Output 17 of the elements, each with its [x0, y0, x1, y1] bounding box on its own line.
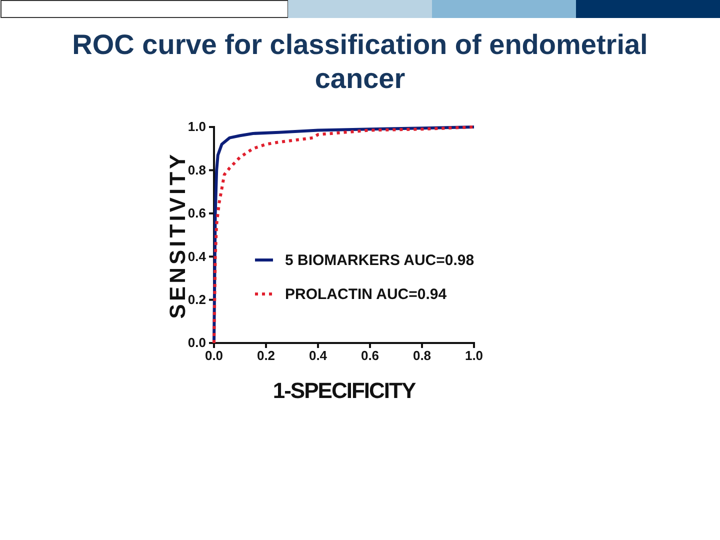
y-axis-title: SENSITIVITY: [165, 151, 190, 319]
x-tick-label: 0.6: [360, 348, 380, 364]
x-tick-label: 0.0: [204, 348, 224, 364]
x-tick-label: 1.0: [464, 348, 484, 364]
y-tick-label: 0.0: [188, 335, 206, 350]
chart-title: ROC curve for classification of endometrial cancer: [72, 29, 648, 94]
y-tick-label: 0.2: [188, 292, 206, 307]
x-tick-label: 0.8: [412, 348, 432, 364]
x-axis-title: 1-SPECIFICITY: [272, 378, 416, 403]
y-tick-label: 0.4: [188, 248, 207, 264]
x-tick-label: 0.4: [308, 348, 328, 364]
x-tick-label: 0.2: [256, 348, 276, 364]
y-tick-label: 1.0: [188, 119, 206, 134]
legend-label: PROLACTIN AUC=0.94: [285, 286, 448, 303]
y-tick-label: 0.6: [188, 206, 206, 221]
y-tick-label: 0.8: [188, 162, 206, 178]
legend-label: 5 BIOMARKERS AUC=0.98: [285, 252, 474, 269]
